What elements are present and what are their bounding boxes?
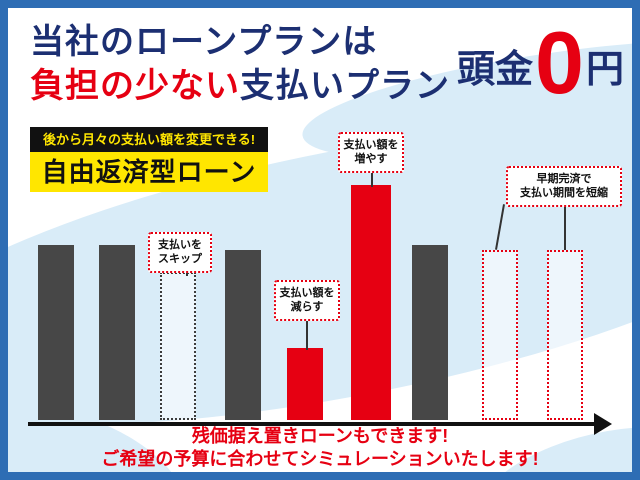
bar-paid [412, 245, 448, 420]
callout-skip-line2: スキップ [158, 253, 202, 266]
timeline-axis [28, 422, 596, 426]
footer-message: 残価据え置きローンもできます! ご希望の予算に合わせてシミュレーションいたします… [0, 425, 640, 470]
footer-line2: ご希望の予算に合わせてシミュレーションいたします! [101, 448, 539, 469]
bar-paid [99, 245, 135, 420]
headline-emphasis: 負担の少ない [30, 67, 240, 105]
headline-line2: 負担の少ない支払いプラン [30, 58, 450, 107]
downpayment-zero-badge: 頭金 0 円 [457, 13, 624, 112]
bar-chart [38, 185, 583, 420]
callout-reduce-line2: 減らす [290, 301, 324, 314]
callout-lead-reduce [306, 314, 308, 350]
callout-skip-line1: 支払いを [158, 239, 202, 251]
bar-paid [38, 245, 74, 420]
callout-increase-line1: 支払い額を [343, 139, 399, 151]
promo-banner-note: 後から月々の支払い額を変更できる! [30, 127, 268, 152]
callout-early-line2: 支払い期間を短縮 [520, 187, 608, 200]
promo-banner-title: 自由返済型ローン [30, 152, 268, 192]
callout-increase-line2: 増やす [354, 153, 388, 166]
headline-line1: 当社のローンプランは [30, 23, 378, 61]
bar-paid [225, 250, 261, 420]
downpayment-suffix: 円 [585, 49, 624, 92]
footer-line1: 残価据え置きローンもできます! [191, 426, 449, 446]
bar-future-early [482, 250, 518, 420]
bar-increased [351, 185, 391, 420]
headline-rest: 支払いプラン [240, 67, 450, 105]
callout-reduce-line1: 支払い額を [279, 287, 335, 299]
callout-early-line1: 早期完済で [536, 173, 592, 185]
downpayment-amount: 0 [535, 13, 584, 112]
callout-lead-increase [371, 168, 373, 187]
downpayment-prefix: 頭金 [457, 49, 534, 92]
callout-increase-payment: 支払い額を 増やす [338, 132, 404, 173]
bar-future-early [547, 250, 583, 420]
callout-reduce-payment: 支払い額を 減らす [274, 280, 340, 321]
callout-skip-payment: 支払いを スキップ [148, 232, 212, 273]
callout-early-payoff: 早期完済で 支払い期間を短縮 [506, 166, 622, 207]
timeline-arrow-icon [594, 413, 612, 435]
bar-reduced [287, 348, 323, 420]
callout-lead-early-2 [564, 204, 566, 250]
bar-skipped [160, 272, 196, 420]
